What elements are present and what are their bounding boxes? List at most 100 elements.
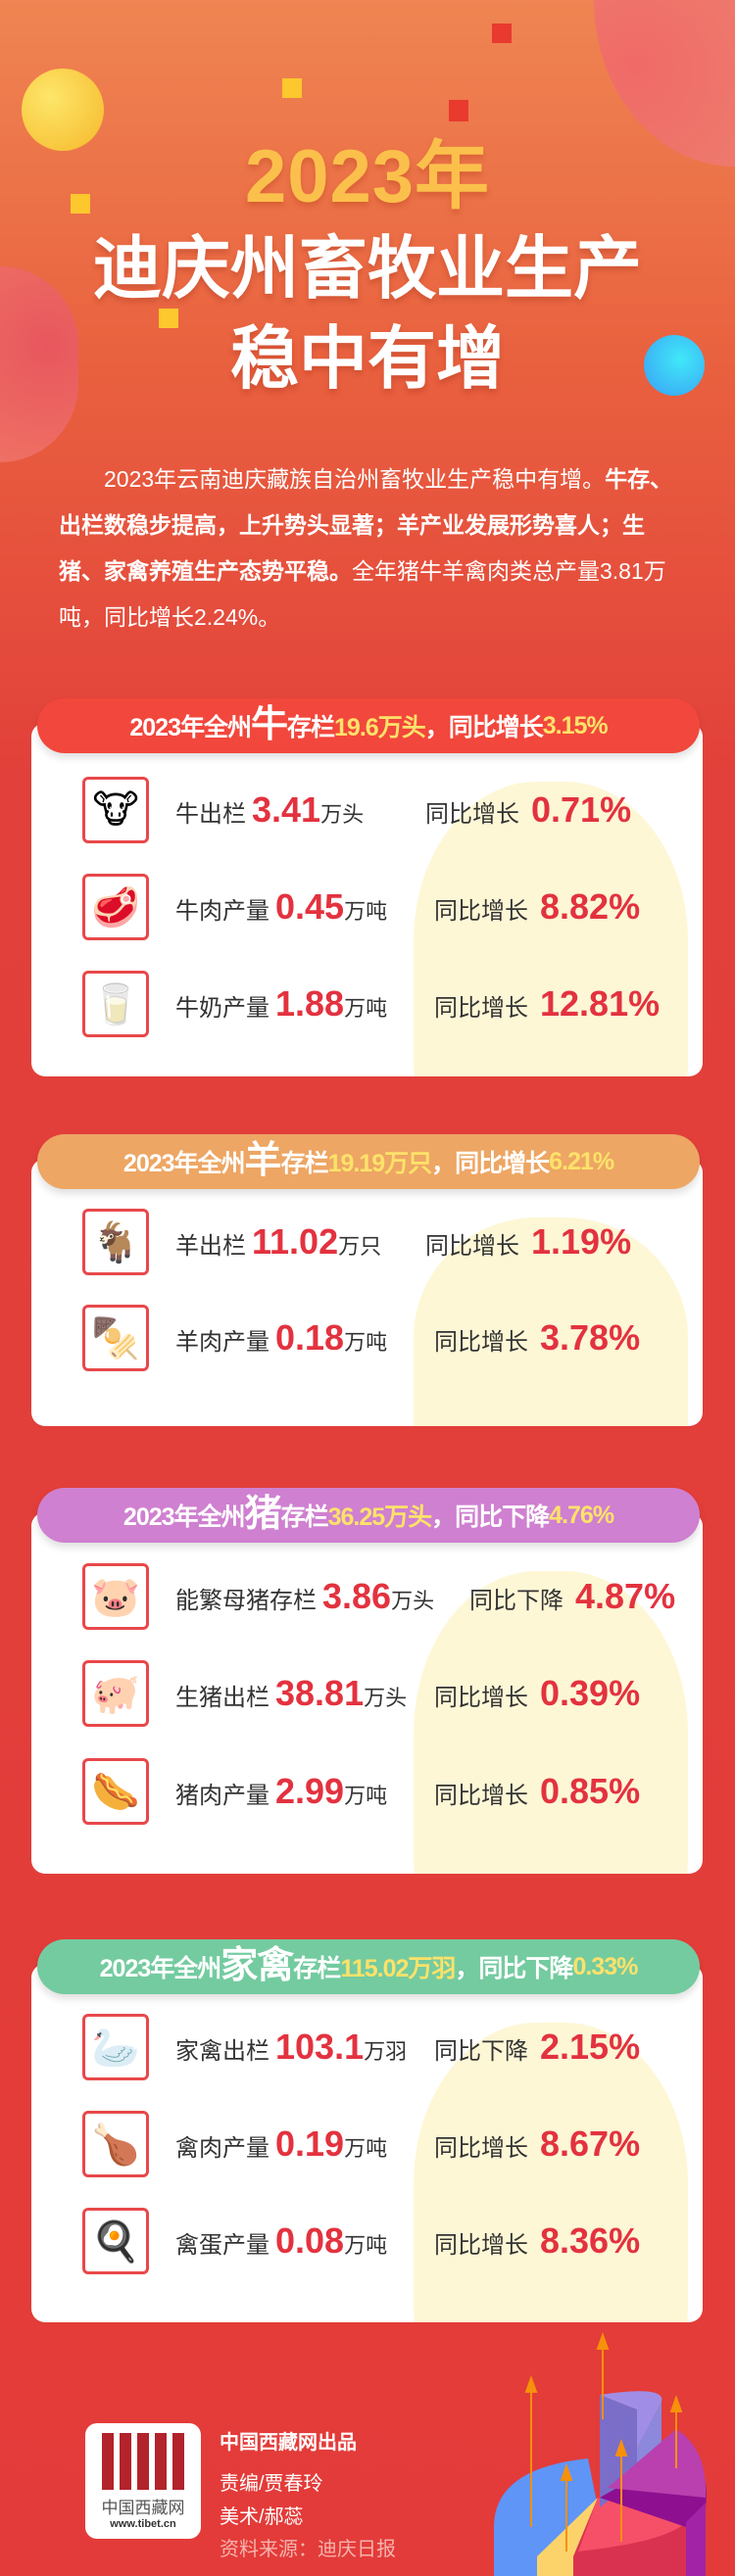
3d-pie-chart-decoration: [494, 2332, 707, 2576]
sheep-silhouette-decoration: [414, 1217, 688, 1426]
logo-mark-icon: [102, 2433, 184, 2490]
stat-row: 🐖 生猪出栏 38.81 万头 同比增长 0.39%: [82, 1660, 640, 1727]
yoy-label: 同比下降: [469, 1588, 564, 1614]
intro-paragraph: 2023年云南迪庆藏族自治州畜牧业生产稳中有增。牛存、出栏数稳步提高，上升势头显…: [59, 456, 686, 641]
stat-value: 0.08: [275, 2220, 345, 2261]
header-stock-value: 19.6万头: [334, 714, 426, 741]
sheep-header-pill: 2023年全州羊存栏 19.19万只，同比增长 6.21%: [37, 1134, 700, 1189]
stat-label: 羊肉产量: [175, 1329, 270, 1356]
header-prefix: 2023年全州: [99, 1955, 222, 1982]
square-decoration: [282, 78, 302, 98]
stat-label: 牛奶产量: [175, 995, 270, 1022]
header-stock-label: 存栏: [280, 1150, 329, 1177]
ham-sausage-icon: 🌭: [82, 1758, 149, 1825]
pig-silhouette-decoration: [414, 1571, 688, 1874]
stat-label: 禽蛋产量: [175, 2232, 270, 2259]
fried-egg-icon: 🍳: [82, 2208, 149, 2274]
stat-row: 🍢 羊肉产量 0.18 万吨 同比增长 3.78%: [82, 1305, 640, 1371]
stat-row: 🌭 猪肉产量 2.99 万吨 同比增长 0.85%: [82, 1758, 640, 1825]
yoy-value: 8.36%: [540, 2220, 641, 2261]
header-prefix: 2023年全州: [122, 1503, 246, 1531]
stat-label: 牛肉产量: [175, 898, 270, 925]
stat-value: 3.86: [322, 1576, 392, 1616]
stat-unit: 万吨: [344, 1330, 388, 1355]
tibet-logo: 中国西藏网 www.tibet.cn: [85, 2423, 201, 2539]
sow-icon: 🐷: [82, 1563, 149, 1630]
stat-unit: 万头: [391, 1589, 435, 1613]
cattle-header-pill: 2023年全州牛存栏 19.6万头，同比增长 3.15%: [37, 698, 700, 753]
stat-label: 禽肉产量: [175, 2135, 270, 2162]
header-animal: 羊: [244, 1139, 282, 1181]
stat-unit: 万吨: [344, 996, 388, 1021]
yoy-label: 同比增长: [434, 995, 528, 1022]
stat-label: 牛出栏: [175, 801, 246, 828]
header-change-value: 6.21%: [549, 1147, 614, 1175]
intro-text: 全年猪牛羊禽肉类总产量3.81万吨，同比增长2.24%。: [59, 558, 666, 630]
yoy-value: 0.71%: [531, 789, 632, 830]
header-change-value: 0.33%: [572, 1952, 638, 1980]
header-stock-value: 19.19万只: [327, 1150, 433, 1177]
yoy-value: 4.87%: [575, 1576, 676, 1616]
main-title-line2: 稳中有增: [230, 320, 505, 397]
yoy-value: 0.39%: [540, 1673, 641, 1713]
sheep-icon: 🐐: [82, 1209, 149, 1275]
piglets-icon: 🐖: [82, 1660, 149, 1727]
blue-circle-decoration: [644, 335, 705, 396]
square-decoration: [71, 194, 90, 214]
stat-unit: 万头: [320, 802, 365, 827]
poultry-header-pill: 2023年全州 家禽 存栏 115.02万羽，同比下降 0.33%: [37, 1939, 700, 1994]
goose-icon: 🦢: [82, 2014, 149, 2080]
stat-unit: 万吨: [344, 2136, 388, 2161]
header-animal: 家禽: [220, 1944, 294, 1986]
yoy-value: 0.85%: [540, 1771, 641, 1811]
stat-row: 🍗 禽肉产量 0.19 万吨 同比增长 8.67%: [82, 2111, 640, 2177]
header-separator: ，: [431, 1503, 456, 1531]
square-decoration: [492, 24, 512, 43]
header-stock-value: 115.02万羽: [340, 1955, 456, 1982]
yoy-label: 同比增长: [425, 801, 519, 828]
yoy-label: 同比增长: [434, 1329, 528, 1356]
stat-unit: 万只: [338, 1234, 382, 1259]
art-credit: 美术/郝蕊: [220, 2506, 304, 2528]
cow-icon: 🐮: [82, 777, 149, 843]
header-change-value: 4.76%: [549, 1501, 614, 1529]
stat-row: 🍳 禽蛋产量 0.08 万吨 同比增长 8.36%: [82, 2208, 640, 2274]
header-stock-label: 存栏: [293, 1955, 341, 1982]
source-credit: 资料来源：迪庆日报: [220, 2539, 396, 2560]
stat-unit: 万头: [364, 1686, 408, 1710]
header-animal: 牛: [251, 703, 288, 745]
stat-value: 3.41: [252, 789, 321, 830]
stat-label: 猪肉产量: [175, 1783, 270, 1809]
year-title: 2023年: [244, 135, 491, 218]
yellow-circle-decoration: [22, 69, 104, 151]
roast-chicken-icon: 🍗: [82, 2111, 149, 2177]
header-separator: ，: [455, 1955, 479, 1982]
poultry-silhouette-decoration: [414, 2023, 688, 2322]
stat-value: 11.02: [252, 1221, 339, 1262]
header-stock-label: 存栏: [287, 714, 335, 741]
stat-row: 🐐 羊出栏 11.02 万只 同比增长 1.19%: [82, 1209, 631, 1275]
square-decoration: [449, 100, 468, 121]
square-decoration: [159, 309, 178, 328]
milk-carton-icon: 🥛: [82, 971, 149, 1037]
header-separator: ，: [431, 1150, 456, 1177]
intro-text: 2023年云南迪庆藏族自治州畜牧业生产稳中有增。: [104, 466, 606, 492]
yoy-label: 同比增长: [434, 2232, 528, 2259]
stat-unit: 万吨: [344, 1784, 388, 1808]
header-prefix: 2023年全州: [122, 1150, 246, 1177]
header-change-value: 3.15%: [542, 711, 609, 739]
logo-text: 中国西藏网: [101, 2499, 185, 2517]
stat-label: 羊出栏: [175, 1233, 246, 1260]
header-animal: 猪: [244, 1493, 282, 1535]
stat-value: 2.99: [275, 1771, 345, 1811]
yoy-label: 同比下降: [434, 2038, 528, 2065]
beef-icon: 🥩: [82, 874, 149, 940]
intro-bold-text: 牛存、出栏数稳步提高，上升势头显著；羊产业发展形势喜人；生猪、家禽养殖生产态势平…: [59, 466, 673, 584]
stat-unit: 万吨: [344, 899, 388, 924]
sheep-card: [31, 1159, 703, 1426]
yoy-value: 8.82%: [540, 886, 641, 927]
stat-label: 家禽出栏: [175, 2038, 270, 2065]
stat-label: 能繁母猪存栏: [175, 1588, 317, 1614]
header-change-label: 同比下降: [455, 1503, 550, 1531]
yoy-value: 8.67%: [540, 2123, 641, 2164]
